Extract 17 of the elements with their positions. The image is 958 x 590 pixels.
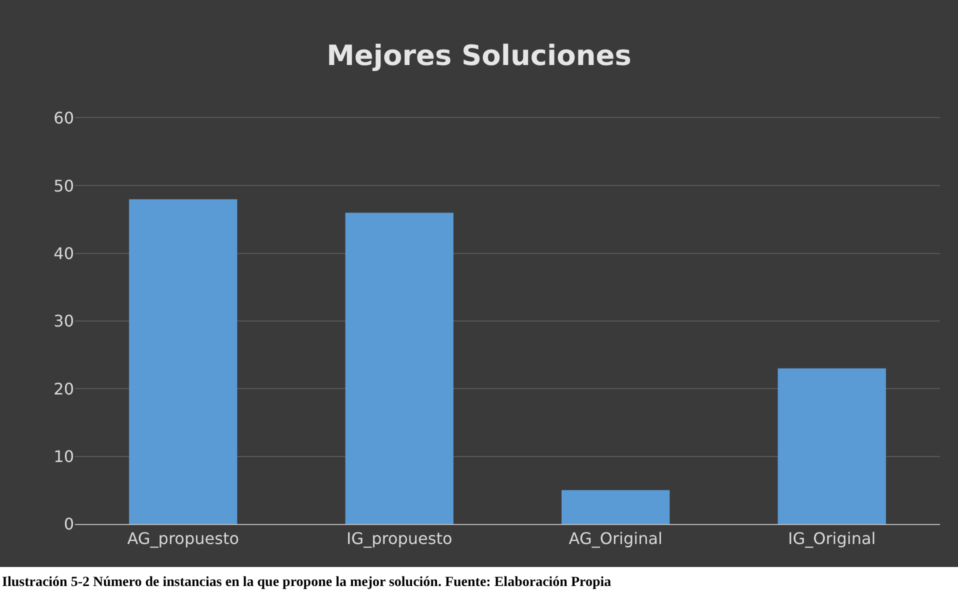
x-tick-label: AG_Original	[568, 529, 662, 548]
bar	[778, 368, 886, 524]
y-tick-label: 20	[54, 379, 74, 398]
y-tick-label: 40	[54, 244, 74, 263]
bar	[562, 490, 670, 524]
y-tick-label: 50	[54, 176, 74, 196]
y-tick-label: 10	[54, 446, 74, 466]
bar	[129, 199, 238, 524]
y-tick-label: 60	[54, 108, 74, 128]
x-tick-label: IG_Original	[788, 529, 876, 548]
y-tick-label: 30	[54, 312, 74, 331]
chart-title: Mejores Soluciones	[326, 38, 632, 72]
x-tick-label: IG_propuesto	[346, 529, 452, 548]
y-tick-label: 0	[64, 514, 74, 534]
text: Ilustración 5-2 Número de instancias en la que propone la mejor solución. Fuente: Elaboración Propia	[2, 575, 612, 590]
x-tick-label: AG_propuesto	[127, 529, 240, 548]
bar	[345, 212, 454, 524]
